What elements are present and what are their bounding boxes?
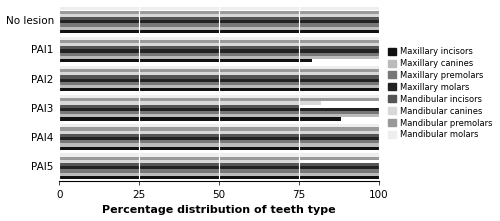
Bar: [60, 7, 379, 10]
Bar: [60, 69, 379, 72]
Bar: [60, 114, 379, 117]
Bar: [60, 30, 379, 33]
Bar: [60, 173, 379, 176]
Bar: [60, 176, 379, 179]
Bar: [60, 101, 322, 105]
Bar: [60, 27, 379, 30]
Bar: [60, 105, 299, 108]
Bar: [60, 166, 379, 170]
Bar: [60, 79, 379, 82]
Bar: [60, 147, 379, 150]
Bar: [60, 20, 379, 23]
Bar: [60, 17, 379, 20]
Bar: [60, 98, 379, 101]
Bar: [60, 23, 379, 27]
Bar: [60, 85, 379, 88]
Bar: [60, 111, 379, 114]
Bar: [60, 46, 379, 49]
Bar: [60, 160, 299, 163]
Bar: [60, 157, 379, 160]
Bar: [60, 140, 379, 143]
Bar: [60, 75, 379, 79]
Bar: [60, 56, 379, 59]
X-axis label: Percentage distribution of teeth type: Percentage distribution of teeth type: [102, 206, 336, 215]
Bar: [60, 14, 379, 17]
Bar: [60, 118, 340, 121]
Bar: [60, 131, 379, 134]
Legend: Maxillary incisors, Maxillary canines, Maxillary premolars, Maxillary molars, Ma: Maxillary incisors, Maxillary canines, M…: [386, 45, 494, 141]
Bar: [60, 43, 379, 46]
Bar: [60, 82, 379, 85]
Bar: [60, 11, 379, 14]
Bar: [60, 153, 379, 156]
Bar: [60, 88, 379, 91]
Bar: [60, 50, 379, 53]
Bar: [60, 59, 312, 62]
Bar: [60, 137, 379, 140]
Bar: [60, 163, 379, 166]
Bar: [60, 53, 379, 56]
Bar: [60, 124, 379, 127]
Bar: [60, 40, 379, 43]
Bar: [60, 108, 379, 111]
Bar: [60, 128, 379, 131]
Bar: [60, 134, 379, 137]
Bar: [60, 72, 379, 75]
Bar: [60, 170, 379, 173]
Bar: [60, 36, 379, 40]
Bar: [60, 95, 379, 98]
Bar: [60, 66, 379, 69]
Bar: [60, 143, 379, 147]
